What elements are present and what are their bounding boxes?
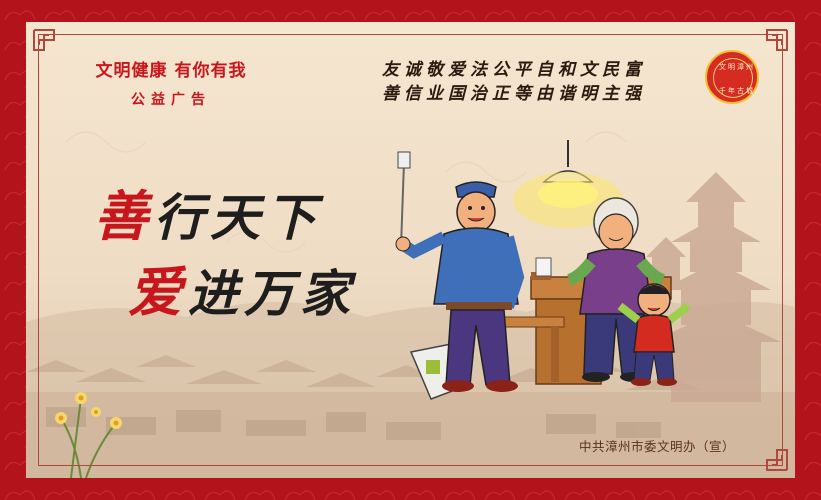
headline-line1-first: 善 <box>94 184 154 248</box>
seal-bottom-text: 千年古城 <box>719 87 755 95</box>
slogan-line1: 文明健康 有你有我 <box>95 61 247 81</box>
core-values-text: 友诚敬爱法公平自和文民富 善信业国治正等由谐明主强 <box>382 58 646 106</box>
grandmother-figure <box>566 197 666 382</box>
core-values-line1: 友诚敬爱法公平自和文民富 <box>382 60 646 80</box>
man-figure <box>395 151 525 392</box>
headline-line1-rest: 行天下 <box>154 188 322 247</box>
headline-line2-rest: 进万家 <box>188 264 356 323</box>
seal-top-text: 文明漳州 <box>719 63 755 71</box>
publisher-credit: 中共漳州市委文明办（宣） <box>579 439 736 454</box>
civilization-seal-logo: 文明漳州 千年古城 <box>705 50 759 104</box>
family-illustration <box>395 140 691 400</box>
public-service-slogan: 文明健康 有你有我 公益广告 <box>66 56 276 109</box>
corner-ornament-tr <box>766 29 788 51</box>
headline-line1: 善行天下 <box>94 172 322 251</box>
headline-line2: 爱进万家 <box>128 248 356 327</box>
core-values-line2: 善信业国治正等由谐明主强 <box>382 84 646 104</box>
daffodil-decoration <box>55 392 122 478</box>
inner-frame <box>38 34 783 466</box>
corner-ornament-br <box>766 449 788 471</box>
poster-panel: 文明健康 有你有我 公益广告 友诚敬爱法公平自和文民富 善信业国治正等由谐明主强… <box>26 22 795 478</box>
slogan-line2: 公益广告 <box>131 92 211 108</box>
corner-ornament-tl <box>33 29 55 51</box>
child-figure <box>617 283 691 386</box>
headline-line2-first: 爱 <box>128 260 188 324</box>
